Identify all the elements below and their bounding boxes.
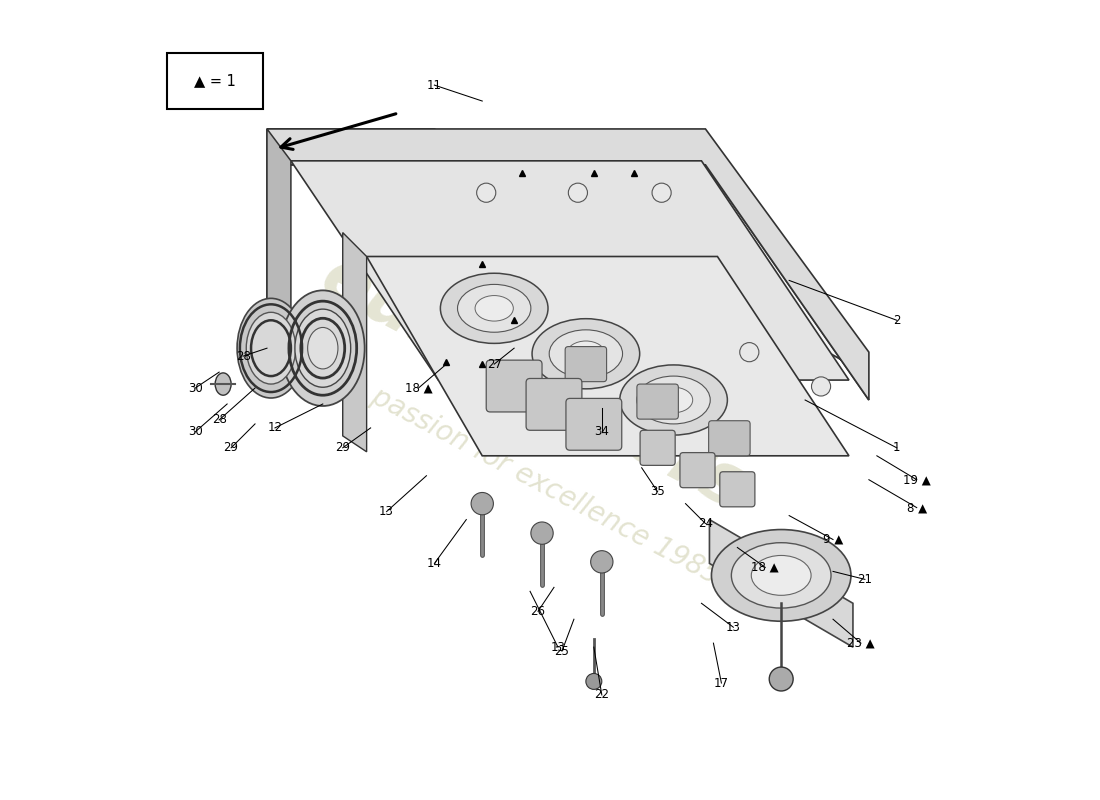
Text: 13: 13 [726,621,740,634]
Polygon shape [267,129,287,376]
Ellipse shape [612,280,704,337]
Ellipse shape [458,285,531,332]
Text: 13: 13 [379,505,394,518]
Ellipse shape [475,295,514,321]
Text: 25: 25 [554,645,570,658]
FancyBboxPatch shape [719,472,755,507]
Text: 18 ▲: 18 ▲ [405,382,432,394]
Text: 30: 30 [188,382,202,394]
Ellipse shape [715,333,807,390]
Ellipse shape [751,555,811,595]
Ellipse shape [732,542,830,608]
Text: 14: 14 [427,557,442,570]
Polygon shape [290,161,849,380]
FancyBboxPatch shape [565,346,606,382]
Text: 21: 21 [857,573,872,586]
Polygon shape [267,129,869,400]
Text: 30: 30 [188,426,202,438]
FancyBboxPatch shape [526,378,582,430]
FancyBboxPatch shape [637,384,679,419]
Circle shape [476,183,496,202]
Circle shape [531,522,553,544]
Ellipse shape [728,342,794,382]
Polygon shape [267,129,869,400]
Ellipse shape [619,365,727,435]
Ellipse shape [295,309,351,387]
Text: 18 ▲: 18 ▲ [751,561,779,574]
FancyBboxPatch shape [708,421,750,456]
Polygon shape [267,129,290,376]
Text: 11: 11 [427,78,442,91]
Ellipse shape [308,327,338,369]
FancyBboxPatch shape [640,430,675,466]
Text: 26: 26 [530,605,546,618]
Ellipse shape [637,376,711,424]
Ellipse shape [654,387,693,413]
Polygon shape [710,519,852,647]
Text: 22: 22 [594,689,609,702]
Text: 29: 29 [336,442,350,454]
FancyBboxPatch shape [486,360,542,412]
Text: 1: 1 [893,442,901,454]
Text: 28: 28 [211,414,227,426]
Text: 13: 13 [550,641,565,654]
Ellipse shape [625,288,691,329]
Text: 8 ▲: 8 ▲ [906,501,927,514]
Circle shape [652,183,671,202]
Text: 28: 28 [235,350,251,362]
Text: 34: 34 [594,426,609,438]
Ellipse shape [566,341,605,366]
Circle shape [569,183,587,202]
Text: 24: 24 [698,517,713,530]
Ellipse shape [216,373,231,395]
Circle shape [812,377,830,396]
Circle shape [591,550,613,573]
FancyBboxPatch shape [167,54,263,109]
Ellipse shape [440,274,548,343]
FancyBboxPatch shape [565,398,621,450]
Text: euromotors: euromotors [309,242,759,526]
Polygon shape [343,233,366,452]
Ellipse shape [532,318,640,389]
Text: 29: 29 [223,442,239,454]
Ellipse shape [280,290,364,406]
Circle shape [769,667,793,691]
Text: 27: 27 [486,358,502,370]
Ellipse shape [500,228,592,286]
FancyBboxPatch shape [680,453,715,488]
Circle shape [739,342,759,362]
Text: 2: 2 [893,314,901,326]
Text: ▲ = 1: ▲ = 1 [195,74,236,89]
Text: 17: 17 [714,677,729,690]
Text: 23 ▲: 23 ▲ [847,637,874,650]
Text: a passion for excellence 1985: a passion for excellence 1985 [344,370,724,590]
Text: 19 ▲: 19 ▲ [903,474,931,486]
Ellipse shape [712,530,851,622]
Ellipse shape [238,298,305,398]
Ellipse shape [549,330,623,378]
Ellipse shape [246,312,296,384]
Polygon shape [366,257,849,456]
Ellipse shape [514,236,579,277]
Text: 12: 12 [267,422,283,434]
Circle shape [586,674,602,690]
Text: 35: 35 [650,485,666,498]
Text: 9 ▲: 9 ▲ [823,533,843,546]
Circle shape [471,493,494,515]
